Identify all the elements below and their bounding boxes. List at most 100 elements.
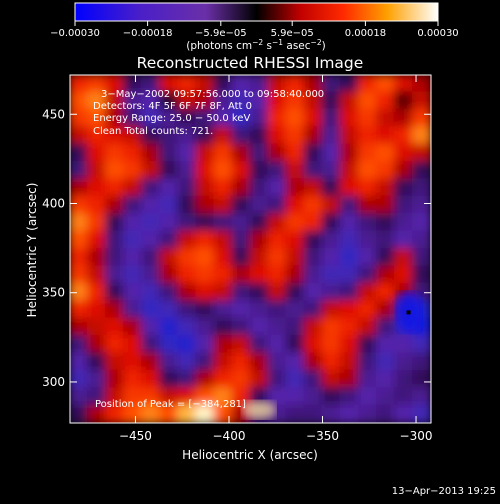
heatmap-cell <box>105 335 126 355</box>
heatmap-cell <box>411 335 431 355</box>
heatmap-cell <box>339 282 360 303</box>
heatmap-cell <box>393 178 414 198</box>
heatmap-cell <box>231 75 252 94</box>
heatmap-cell <box>249 335 270 355</box>
colorbar <box>74 2 439 22</box>
heatmap-cell <box>195 265 216 285</box>
heatmap-cell <box>375 195 396 216</box>
heatmap-cell <box>375 300 396 320</box>
heatmap-cell <box>357 108 378 129</box>
heatmap-cell <box>141 178 162 198</box>
heatmap-cell <box>70 248 90 268</box>
heatmap-cell <box>393 230 414 250</box>
heatmap-cell <box>321 75 342 94</box>
heatmap-cell <box>159 369 180 390</box>
heatmap-cell <box>411 108 431 129</box>
heatmap-cell <box>213 404 234 423</box>
heatmap-cell <box>159 161 180 181</box>
heatmap-cell <box>195 387 216 407</box>
heatmap-cell <box>249 195 270 216</box>
heatmap-cell <box>70 108 90 129</box>
heatmap-cell <box>195 75 216 94</box>
heatmap-cell <box>411 369 431 390</box>
heatmap-cell <box>303 300 324 320</box>
heatmap-cell <box>87 91 108 111</box>
heatmap-cell <box>411 404 431 423</box>
heatmap-cell <box>123 75 144 94</box>
heatmap-cell <box>285 404 306 423</box>
heatmap-cell <box>357 126 378 146</box>
heatmap-cell <box>339 91 360 111</box>
heatmap-cell <box>321 248 342 268</box>
heatmap-cell <box>195 404 216 423</box>
heatmap-cell <box>87 369 108 390</box>
heatmap-cell <box>159 75 180 94</box>
heatmap-cell <box>70 213 90 233</box>
heatmap-cell <box>70 143 90 163</box>
heatmap-cell <box>87 178 108 198</box>
heatmap-cell <box>177 178 198 198</box>
heatmap-cell <box>375 352 396 372</box>
heatmap-cell <box>357 178 378 198</box>
heatmap-cell <box>159 317 180 337</box>
heatmap-cell <box>303 335 324 355</box>
heatmap-cell <box>195 126 216 146</box>
heatmap-cell <box>285 369 306 390</box>
heatmap-cell <box>357 404 378 423</box>
heatmap-cell <box>123 248 144 268</box>
x-tick-label: −350 <box>306 429 339 443</box>
heatmap-cell <box>159 195 180 216</box>
heatmap-cell <box>195 369 216 390</box>
heatmap-cell <box>70 317 90 337</box>
chart-title: Reconstructed RHESSI Image <box>137 54 364 72</box>
heatmap-cell <box>177 108 198 129</box>
heatmap-cell <box>411 75 431 94</box>
heatmap-cell <box>159 352 180 372</box>
heatmap-cell <box>159 108 180 129</box>
heatmap-cell <box>87 126 108 146</box>
heatmap-cell <box>195 108 216 129</box>
heatmap-cell <box>159 91 180 111</box>
heatmap-cell <box>213 335 234 355</box>
heatmap-cell <box>249 265 270 285</box>
heatmap-cell <box>177 91 198 111</box>
heatmap-cell <box>375 161 396 181</box>
heatmap-cell <box>357 143 378 163</box>
y-tick-label: 350 <box>42 286 65 300</box>
heatmap-cell <box>267 143 288 163</box>
heatmap-cells <box>70 75 431 423</box>
heatmap-cell <box>141 195 162 216</box>
y-tick-label: 450 <box>42 107 65 121</box>
heatmap-cell <box>303 178 324 198</box>
heatmap-cell <box>411 230 431 250</box>
heatmap-cell <box>285 213 306 233</box>
heatmap-cell <box>393 352 414 372</box>
heatmap-cell <box>123 126 144 146</box>
heatmap-cell <box>105 404 126 423</box>
heatmap-area <box>70 75 431 423</box>
heatmap-cell <box>195 317 216 337</box>
heatmap-cell <box>411 213 431 233</box>
heatmap-cell <box>195 161 216 181</box>
heatmap-cell <box>357 265 378 285</box>
heatmap-cell <box>303 369 324 390</box>
heatmap-cell <box>285 317 306 337</box>
colorbar-tick-labels: −0.00030 −0.00018 −5.9e−05 5.9e−05 0.00018 0.… <box>50 28 459 39</box>
heatmap-cell <box>267 352 288 372</box>
colorbar-tick-label: −5.9e−05 <box>195 28 247 39</box>
heatmap-cell <box>213 75 234 94</box>
heatmap-cell <box>141 161 162 181</box>
heatmap-cell <box>285 230 306 250</box>
heatmap-cell <box>339 404 360 423</box>
heatmap-cell <box>123 369 144 390</box>
heatmap-cell <box>357 369 378 390</box>
heatmap-cell <box>123 91 144 111</box>
x-tick-label: −450 <box>119 429 152 443</box>
heatmap-cell <box>357 91 378 111</box>
heatmap-cell <box>195 195 216 216</box>
heatmap-cell <box>177 300 198 320</box>
heatmap-cell <box>249 75 270 94</box>
heatmap-cell <box>249 282 270 303</box>
heatmap-cell <box>105 248 126 268</box>
heatmap-cell <box>213 143 234 163</box>
